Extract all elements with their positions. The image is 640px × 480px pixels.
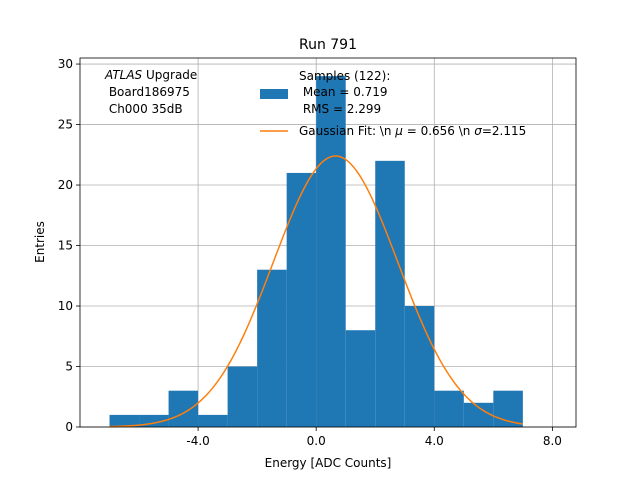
y-tick-label: 10 [58,299,73,313]
histogram-bar [434,390,464,427]
histogram-bar [168,390,199,427]
x-axis-label: Energy [ADC Counts] [265,456,392,470]
y-tick-label: 25 [58,118,73,132]
legend-rms-label: RMS = 2.299 [299,102,381,116]
axes-frame [79,57,577,428]
annotation-line-3: Ch000 35dB [105,102,183,116]
y-tick-label: 15 [58,239,73,253]
x-axis-ticks: -4.0 0.0 4.0 8.0 [186,427,562,448]
x-tick-label: 4.0 [425,434,444,448]
histogram-bars [109,76,523,428]
histogram-bar [316,76,346,428]
y-tick-label: 30 [58,57,73,71]
y-tick-label: 0 [65,420,73,434]
histogram-bar [227,366,258,427]
x-tick-label: -4.0 [186,434,209,448]
histogram-bar [286,172,317,427]
legend-fit-sigma-symbol: σ [474,124,482,138]
chart-title: Run 791 [299,37,357,53]
annotation-atlas: ATLAS [104,68,143,82]
x-tick-label: 8.0 [543,434,562,448]
annotation-upgrade: Upgrade [142,68,197,82]
legend: Samples (122): Mean = 0.719 RMS = 2.299 … [260,69,526,138]
y-tick-label: 20 [58,178,73,192]
legend-histogram-swatch [260,89,288,99]
legend-mean-label: Mean = 0.719 [299,85,388,99]
histogram-bar [404,306,435,427]
legend-samples-label: Samples (122): [299,69,390,83]
histogram-bar [257,269,287,427]
legend-fit-label: Gaussian Fit: \n μ = 0.656 \n σ=2.115 [299,124,526,138]
legend-fit-sigma-text: =2.115 [482,124,526,138]
annotation-line-1: ATLAS Upgrade [104,68,197,82]
annotation-line-2: Board186975 [105,85,190,99]
y-axis-ticks: 0 5 10 15 20 25 30 [58,57,80,434]
y-tick-label: 5 [65,360,73,374]
gaussian-fit-curve [109,155,523,428]
histogram-bar [375,160,405,427]
histogram-bar [345,330,376,427]
legend-fit-prefix: Gaussian Fit: \n [299,124,395,138]
x-tick-label: 0.0 [307,434,326,448]
histogram-bar [109,414,140,427]
histogram-bar [198,414,228,427]
legend-fit-mu-symbol: μ [394,124,403,138]
legend-fit-mu-text: = 0.656 \n [403,124,474,138]
y-axis-label: Entries [33,221,47,263]
atlas-annotation: ATLAS Upgrade Board186975 Ch000 35dB [104,68,197,116]
